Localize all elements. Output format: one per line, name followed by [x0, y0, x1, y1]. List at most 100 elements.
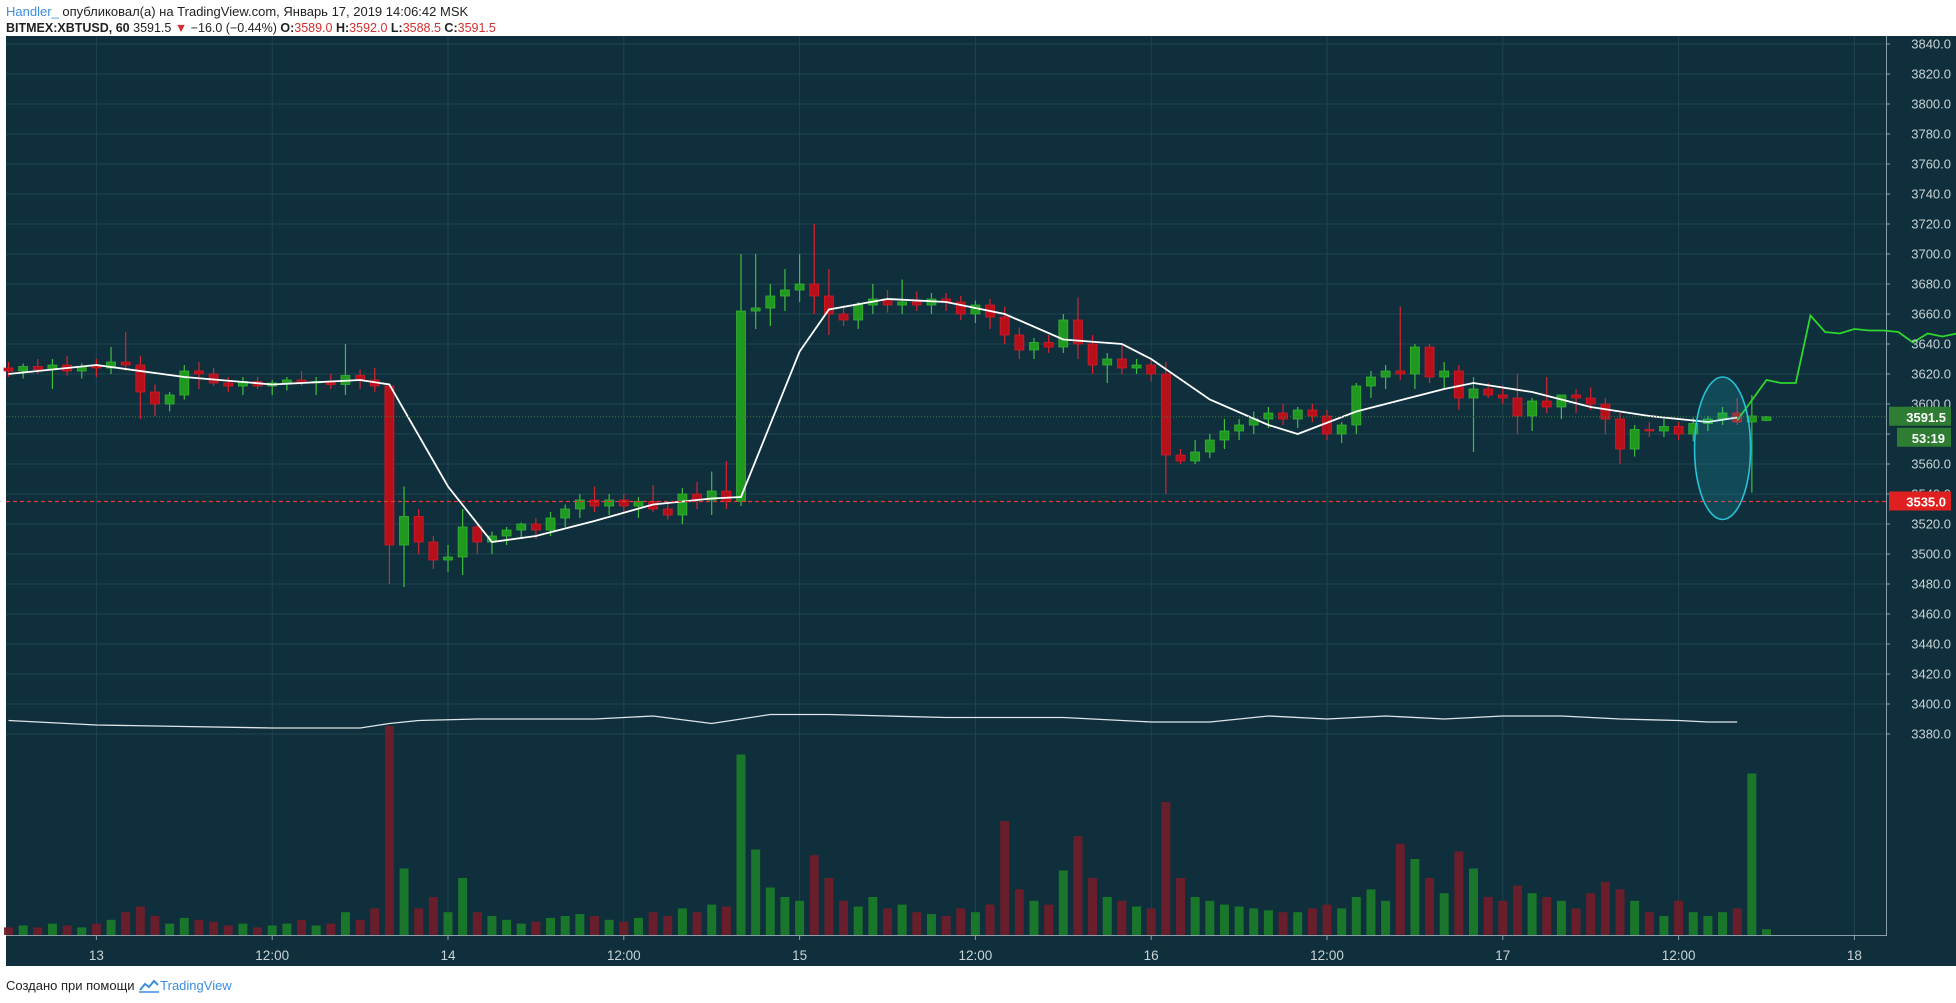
volume-bar — [692, 912, 702, 935]
tradingview-link[interactable]: TradingView — [160, 978, 232, 993]
published-text: опубликовал(а) на TradingView.com, Январ… — [62, 4, 469, 19]
price-tick-label: 3560.0 — [1911, 457, 1951, 472]
candle-body — [809, 283, 820, 297]
candle-body — [501, 529, 512, 537]
candle-body — [1439, 370, 1450, 378]
candle-body — [1117, 358, 1127, 369]
candle — [1351, 383, 1362, 434]
candle — [604, 494, 615, 515]
volume-bar — [62, 925, 72, 935]
volume-bar — [414, 908, 424, 935]
volume-bar — [238, 923, 248, 935]
open-label: O: — [280, 21, 295, 35]
volume-bar — [267, 925, 277, 935]
volume-bar — [1058, 870, 1068, 935]
candle — [999, 306, 1010, 344]
candle — [457, 509, 468, 575]
volume-bar — [839, 900, 849, 935]
volume-bar — [912, 912, 922, 935]
volume-bar — [297, 919, 306, 935]
volume-bar — [1674, 900, 1684, 935]
volume-bar — [824, 878, 834, 935]
candle-body — [1336, 424, 1347, 435]
volume-bar — [458, 878, 468, 935]
candle-body — [1410, 346, 1420, 375]
candle-body — [399, 516, 409, 546]
change-value: −16.0 (−0.44%) — [190, 21, 277, 35]
ma-line — [8, 298, 1738, 543]
candle — [1395, 306, 1406, 380]
volume-bar — [1293, 912, 1303, 935]
candle — [662, 501, 673, 520]
volume-bar — [1439, 893, 1449, 935]
candle — [1204, 434, 1215, 458]
volume-bar — [1630, 900, 1640, 935]
volume-bar — [1278, 912, 1288, 935]
volume-bar — [194, 919, 204, 935]
volume-bar — [1498, 900, 1508, 935]
volume-bar — [926, 914, 936, 935]
time-axis-background — [6, 936, 1956, 966]
candle-body — [897, 301, 908, 306]
candle-body — [1029, 342, 1039, 351]
price-axis[interactable]: 3380.0 3400.0 3420.0 3440.0 3460.0 3480.0 3500… — [1886, 37, 1951, 742]
candle-body — [574, 499, 585, 510]
candle-body — [618, 499, 629, 507]
candle-body — [1131, 364, 1142, 369]
forecast — [1736, 313, 1956, 422]
price-tick-label: 3420.0 — [1911, 667, 1951, 682]
candle — [765, 284, 776, 326]
candle-body — [1424, 346, 1435, 378]
price-tick-label: 3680.0 — [1911, 277, 1951, 292]
volume-bar — [1732, 908, 1742, 935]
volume-bar — [1586, 893, 1596, 935]
support-tag-bg — [1889, 491, 1951, 511]
volume-bar — [1307, 908, 1317, 935]
volume-bar — [487, 916, 497, 935]
candle — [1073, 297, 1083, 359]
volume-bar — [1688, 912, 1698, 935]
volume-bar — [311, 925, 321, 935]
highlight-ellipse — [1693, 376, 1752, 521]
candle-body — [384, 385, 395, 546]
volume-bar — [340, 912, 350, 935]
volume-bar — [648, 912, 658, 935]
time-axis[interactable]: 1312:001412:001512:001612:001712:001812:… — [89, 936, 1956, 963]
price-tick-label: 3380.0 — [1911, 727, 1951, 742]
candle-body — [794, 283, 805, 291]
volume-bar — [165, 923, 175, 935]
candle-body — [1673, 426, 1684, 435]
volume-bar — [956, 908, 966, 935]
candle-body — [150, 391, 160, 405]
author-link[interactable]: Handler_ — [6, 4, 59, 19]
candle-body — [838, 313, 849, 321]
volume-bar — [1542, 897, 1552, 935]
candle-body — [1190, 451, 1201, 462]
candle-body — [1629, 429, 1640, 450]
price-tick-label: 3780.0 — [1911, 127, 1951, 142]
volume-bar — [619, 921, 629, 935]
moving-average — [8, 298, 1738, 543]
candle-body — [955, 301, 966, 315]
volume-bar — [443, 912, 453, 935]
candle — [780, 269, 790, 311]
volume-bar — [1102, 897, 1112, 935]
volume-bar — [91, 923, 101, 935]
candle — [91, 359, 102, 377]
candle-body — [1527, 400, 1537, 417]
candle — [706, 471, 717, 515]
volume-bar — [1644, 912, 1654, 935]
volume-bar — [1659, 916, 1669, 935]
volume-bar — [223, 925, 233, 935]
volume-bar — [1600, 881, 1610, 935]
candle-body — [1043, 342, 1054, 348]
volume-bar — [1117, 900, 1127, 935]
candle-body — [1366, 376, 1376, 387]
volume-bar — [1014, 889, 1024, 935]
volume-bar — [736, 754, 746, 935]
volume-bar — [253, 927, 263, 935]
volume-bar — [985, 904, 995, 935]
candle-body — [1175, 454, 1186, 462]
candle — [750, 254, 761, 329]
